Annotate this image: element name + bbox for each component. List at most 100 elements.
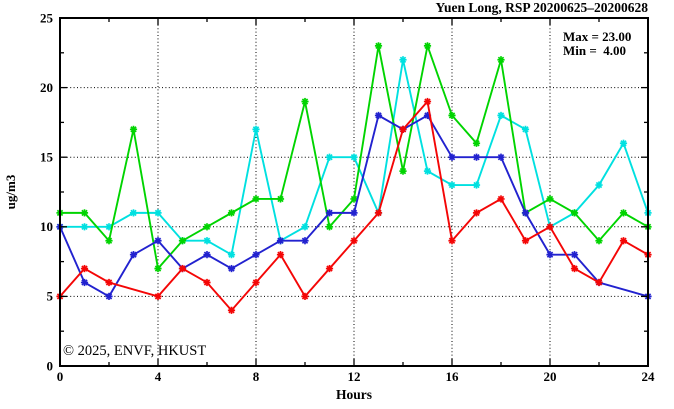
data-point-marker: [105, 237, 113, 245]
plot-border: [59, 17, 649, 367]
data-point-marker: [521, 125, 530, 133]
data-point-marker: [497, 111, 505, 120]
data-point-marker: [423, 42, 432, 50]
data-point-marker: [472, 209, 481, 217]
data-point-marker: [521, 237, 530, 245]
watermark: © 2025, ENVF, HKUST: [63, 343, 206, 359]
y-tick-label: 15: [40, 150, 54, 165]
data-point-marker: [350, 153, 358, 161]
data-point-marker: [154, 209, 162, 217]
data-point-marker: [619, 209, 628, 217]
data-point-marker: [595, 181, 603, 189]
x-tick-label: 8: [253, 369, 260, 384]
data-point-marker: [546, 251, 554, 259]
data-point-marker: [570, 251, 579, 259]
data-point-marker: [301, 97, 309, 106]
data-point-marker: [350, 195, 358, 203]
series-blue: [56, 111, 652, 300]
data-point-marker: [276, 237, 285, 245]
data-point-marker: [252, 251, 260, 259]
data-point-marker: [399, 56, 407, 64]
data-point-marker: [570, 209, 579, 217]
data-point-marker: [399, 167, 407, 175]
data-point-marker: [595, 278, 603, 287]
data-point-marker: [472, 139, 481, 147]
annotation-min: Min = 4.00: [563, 43, 626, 58]
y-tick-label: 10: [40, 219, 53, 234]
x-axis-label: Hours: [336, 387, 372, 402]
data-point-marker: [374, 42, 383, 50]
data-point-marker: [227, 264, 236, 273]
data-point-marker: [301, 223, 309, 231]
data-point-marker: [472, 153, 481, 161]
series-green: [56, 42, 652, 273]
data-point-marker: [178, 264, 187, 273]
data-point-marker: [227, 251, 236, 259]
data-point-marker: [80, 209, 89, 217]
data-point-marker: [448, 181, 456, 189]
data-point-marker: [105, 278, 113, 287]
data-point-marker: [497, 153, 505, 161]
data-point-marker: [521, 209, 530, 217]
data-point-marker: [325, 209, 334, 217]
data-point-marker: [350, 237, 358, 245]
data-point-marker: [203, 251, 211, 259]
y-axis-label: ug/m3: [3, 174, 18, 209]
data-point-marker: [227, 209, 236, 217]
gridlines: [60, 18, 648, 366]
data-point-marker: [227, 306, 236, 314]
x-tick-label: 24: [642, 369, 656, 384]
data-point-marker: [154, 264, 162, 273]
data-point-marker: [129, 209, 138, 217]
series-line-blue: [59, 113, 649, 298]
data-point-marker: [374, 209, 383, 217]
data-point-marker: [423, 97, 432, 106]
data-point-marker: [203, 223, 211, 231]
data-point-marker: [399, 125, 407, 133]
data-point-marker: [619, 139, 628, 147]
series-red: [56, 97, 652, 314]
axis-ticks: 0 4 8 12 16 20 24 0 5 10 15 20 25: [40, 10, 655, 384]
data-series: [56, 42, 652, 314]
data-point-marker: [252, 195, 260, 203]
data-point-marker: [276, 195, 285, 203]
series-line-red: [59, 99, 649, 312]
x-tick-label: 4: [155, 369, 162, 384]
data-point-marker: [105, 292, 113, 300]
data-point-marker: [80, 264, 89, 273]
data-point-marker: [448, 111, 456, 120]
data-point-marker: [448, 153, 456, 161]
data-point-marker: [546, 223, 554, 231]
data-point-marker: [203, 237, 211, 245]
data-point-marker: [546, 195, 554, 203]
data-point-marker: [301, 237, 309, 245]
chart-title: Yuen Long, RSP 20200625–20200628: [435, 0, 648, 15]
data-point-marker: [619, 237, 628, 245]
data-point-marker: [129, 251, 138, 259]
data-point-marker: [129, 125, 138, 133]
data-point-marker: [252, 278, 260, 287]
y-tick-label: 25: [40, 10, 54, 25]
data-point-marker: [203, 278, 211, 287]
data-point-marker: [80, 278, 89, 287]
data-point-marker: [423, 167, 432, 175]
annotation-max: Max = 23.00: [563, 29, 631, 44]
data-point-marker: [350, 209, 358, 217]
x-tick-label: 20: [544, 369, 557, 384]
y-tick-label: 20: [40, 80, 53, 95]
data-point-marker: [178, 237, 187, 245]
data-point-marker: [301, 292, 309, 300]
data-point-marker: [325, 223, 334, 231]
data-point-marker: [595, 237, 603, 245]
data-point-marker: [325, 153, 334, 161]
data-point-marker: [80, 223, 89, 231]
data-point-marker: [570, 264, 579, 273]
data-point-marker: [448, 237, 456, 245]
data-point-marker: [154, 237, 162, 245]
data-point-marker: [325, 264, 334, 273]
data-point-marker: [497, 56, 505, 64]
x-tick-label: 0: [57, 369, 64, 384]
data-point-marker: [472, 181, 481, 189]
